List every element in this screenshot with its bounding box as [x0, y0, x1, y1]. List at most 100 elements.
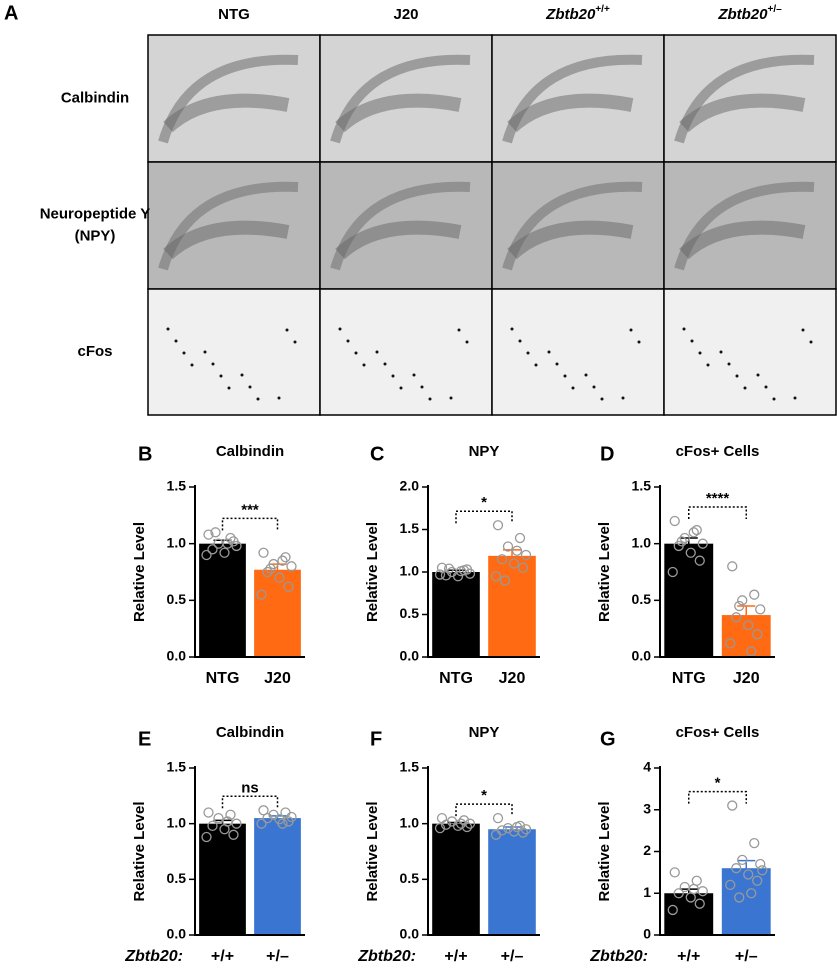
- data-point: [752, 875, 763, 886]
- cell-dot: [555, 362, 559, 366]
- y-tick-label: 0.5: [167, 870, 187, 886]
- data-point: [213, 812, 224, 824]
- tissue-band: [507, 220, 634, 260]
- data-point: [734, 892, 745, 903]
- chart-title: cFos+ Cells: [676, 724, 760, 741]
- x-tick-label: J20: [499, 670, 526, 687]
- y-tick-label: 1: [643, 884, 651, 900]
- data-point: [694, 555, 705, 566]
- y-tick-label: 1.5: [400, 759, 420, 775]
- data-point: [746, 646, 757, 657]
- cell-dot: [584, 373, 588, 377]
- y-tick-label: 0: [643, 926, 651, 942]
- data-point: [511, 545, 523, 556]
- data-point: [225, 809, 236, 820]
- chart-title: cFos+ Cells: [676, 443, 760, 460]
- data-point: [517, 562, 529, 573]
- data-point: [280, 552, 291, 563]
- y-tick-label: 0.0: [632, 648, 652, 664]
- y-tick-label: 0.0: [400, 648, 420, 664]
- data-point: [502, 541, 514, 552]
- panel-letter: C: [370, 443, 384, 465]
- data-point: [490, 829, 502, 840]
- cell-dot: [735, 374, 739, 378]
- row-label: (NPY): [75, 227, 116, 244]
- cell-dot: [772, 397, 776, 401]
- data-point: [757, 865, 768, 876]
- panel-letter: A: [4, 2, 18, 24]
- significance-label: ***: [241, 501, 259, 518]
- data-point: [286, 561, 297, 572]
- data-point: [679, 532, 690, 544]
- tissue-band: [335, 220, 462, 260]
- micrograph: [319, 288, 493, 416]
- data-point: [256, 818, 267, 829]
- cell-dot: [346, 339, 350, 343]
- micrograph: [491, 288, 665, 416]
- y-tick-label: 1.0: [400, 814, 420, 830]
- panel-letter: B: [138, 443, 152, 465]
- tissue-band: [163, 93, 290, 133]
- data-point: [752, 629, 763, 640]
- y-tick-label: 2.0: [400, 478, 420, 494]
- micrograph: [663, 288, 837, 416]
- data-point: [225, 532, 236, 544]
- y-tick-label: 1.5: [632, 478, 652, 494]
- cell-dot: [338, 327, 342, 331]
- y-axis-label: Relative Level: [596, 522, 613, 622]
- cell-dot: [248, 385, 252, 389]
- cell-dot: [518, 339, 522, 343]
- y-axis-label: Relative Level: [364, 522, 381, 622]
- data-point: [755, 604, 766, 615]
- data-point: [452, 571, 464, 582]
- x-tick-label: +/+: [211, 948, 234, 965]
- axes: [659, 485, 775, 658]
- data-point: [455, 818, 467, 829]
- x-tick-label: NTG: [439, 670, 473, 687]
- y-axis-label: Relative Level: [364, 801, 381, 901]
- data-point: [443, 563, 455, 574]
- data-point: [694, 898, 705, 909]
- data-point: [222, 816, 233, 827]
- cell-dot: [793, 396, 797, 400]
- y-tick-label: 1.0: [167, 814, 187, 830]
- x-axis-label: Zbtb20:: [357, 948, 416, 965]
- significance-label: *: [715, 775, 721, 792]
- x-axis-label: Zbtb20:: [589, 948, 648, 965]
- cell-dot: [621, 396, 625, 400]
- column-header: Zbtb20+/+: [545, 4, 610, 23]
- bar: [488, 555, 536, 657]
- y-tick-label: 0.5: [400, 870, 420, 886]
- significance-label: ns: [241, 779, 259, 796]
- y-tick-label: 2: [643, 842, 651, 858]
- row-label: Calbindin: [61, 89, 129, 106]
- chart-title: Calbindin: [216, 724, 284, 741]
- data-point: [283, 581, 294, 592]
- data-point: [520, 549, 532, 561]
- cell-dot: [354, 351, 358, 355]
- data-point: [274, 572, 285, 583]
- data-point: [511, 821, 523, 833]
- cell-dot: [166, 327, 170, 331]
- data-point: [499, 575, 511, 586]
- data-point: [207, 820, 218, 832]
- data-point: [691, 524, 702, 536]
- bar: [488, 829, 536, 935]
- y-tick-label: 0.5: [167, 591, 187, 607]
- data-point: [265, 563, 276, 574]
- data-point: [455, 566, 467, 577]
- cell-dot: [399, 386, 403, 390]
- axes: [427, 766, 540, 936]
- y-axis-label: Relative Level: [131, 522, 148, 622]
- x-tick-label: +/–: [501, 948, 524, 965]
- data-point: [749, 589, 760, 600]
- cell-dot: [285, 328, 289, 332]
- cell-dot: [629, 328, 633, 332]
- data-point: [434, 822, 446, 834]
- data-point: [440, 570, 452, 581]
- header-gene: Zbtb20: [545, 6, 596, 23]
- significance-label: ****: [706, 490, 730, 507]
- cell-dot: [706, 363, 710, 367]
- data-point: [749, 838, 760, 849]
